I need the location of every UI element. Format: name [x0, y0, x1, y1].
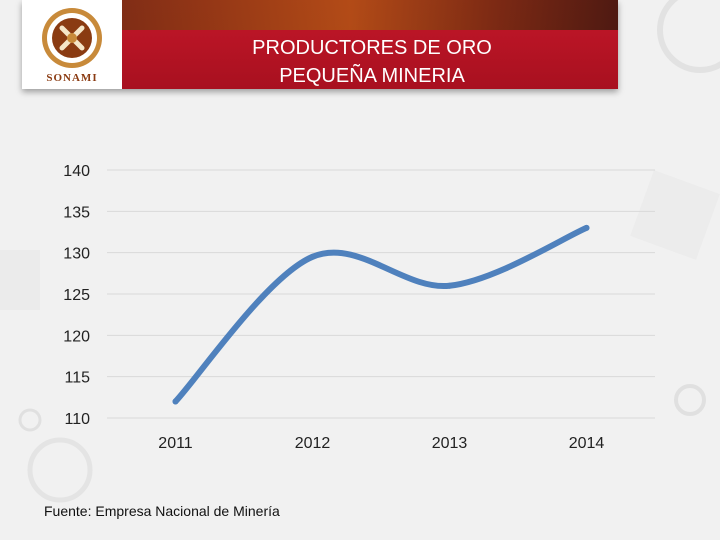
y-tick-label: 120 [63, 328, 90, 345]
series-line [172, 224, 590, 405]
x-tick-label: 2012 [295, 435, 331, 452]
y-tick-label: 115 [64, 370, 90, 387]
data-point-2012 [309, 253, 316, 260]
y-tick-label: 110 [64, 411, 90, 428]
data-point-2014 [583, 224, 590, 231]
series-layer [172, 224, 590, 405]
title-line-1: PRODUCTORES DE ORO [252, 37, 492, 59]
data-point-2013 [446, 282, 453, 289]
logo-emblem-icon [42, 8, 102, 68]
y-axis-ticks: 110 115 120 125 130 135 140 [63, 163, 90, 428]
y-tick-label: 140 [63, 163, 90, 180]
line-chart: 110 115 120 125 130 135 140 2011 2012 2013 2014 [63, 163, 655, 452]
x-tick-label: 2013 [432, 435, 468, 452]
y-tick-label: 135 [63, 204, 90, 221]
header-banner: SONAMI PRODUCTORES DE ORO PEQUEÑA MINERI… [22, 0, 618, 89]
sonami-logo: SONAMI [22, 0, 122, 89]
y-tick-label: 130 [63, 246, 90, 263]
y-tick-label: 125 [63, 287, 90, 304]
grid-lines [107, 169, 655, 419]
x-tick-label: 2011 [158, 435, 193, 452]
x-tick-label: 2014 [569, 435, 605, 452]
x-axis-ticks: 2011 2012 2013 2014 [158, 435, 604, 452]
source-note: Fuente: Empresa Nacional de Minería [44, 503, 280, 519]
title-line-2: PEQUEÑA MINERIA [279, 65, 465, 87]
logo-text: SONAMI [46, 72, 98, 84]
data-point-2011 [172, 398, 179, 405]
page-title: PRODUCTORES DE ORO PEQUEÑA MINERIA [132, 34, 612, 89]
